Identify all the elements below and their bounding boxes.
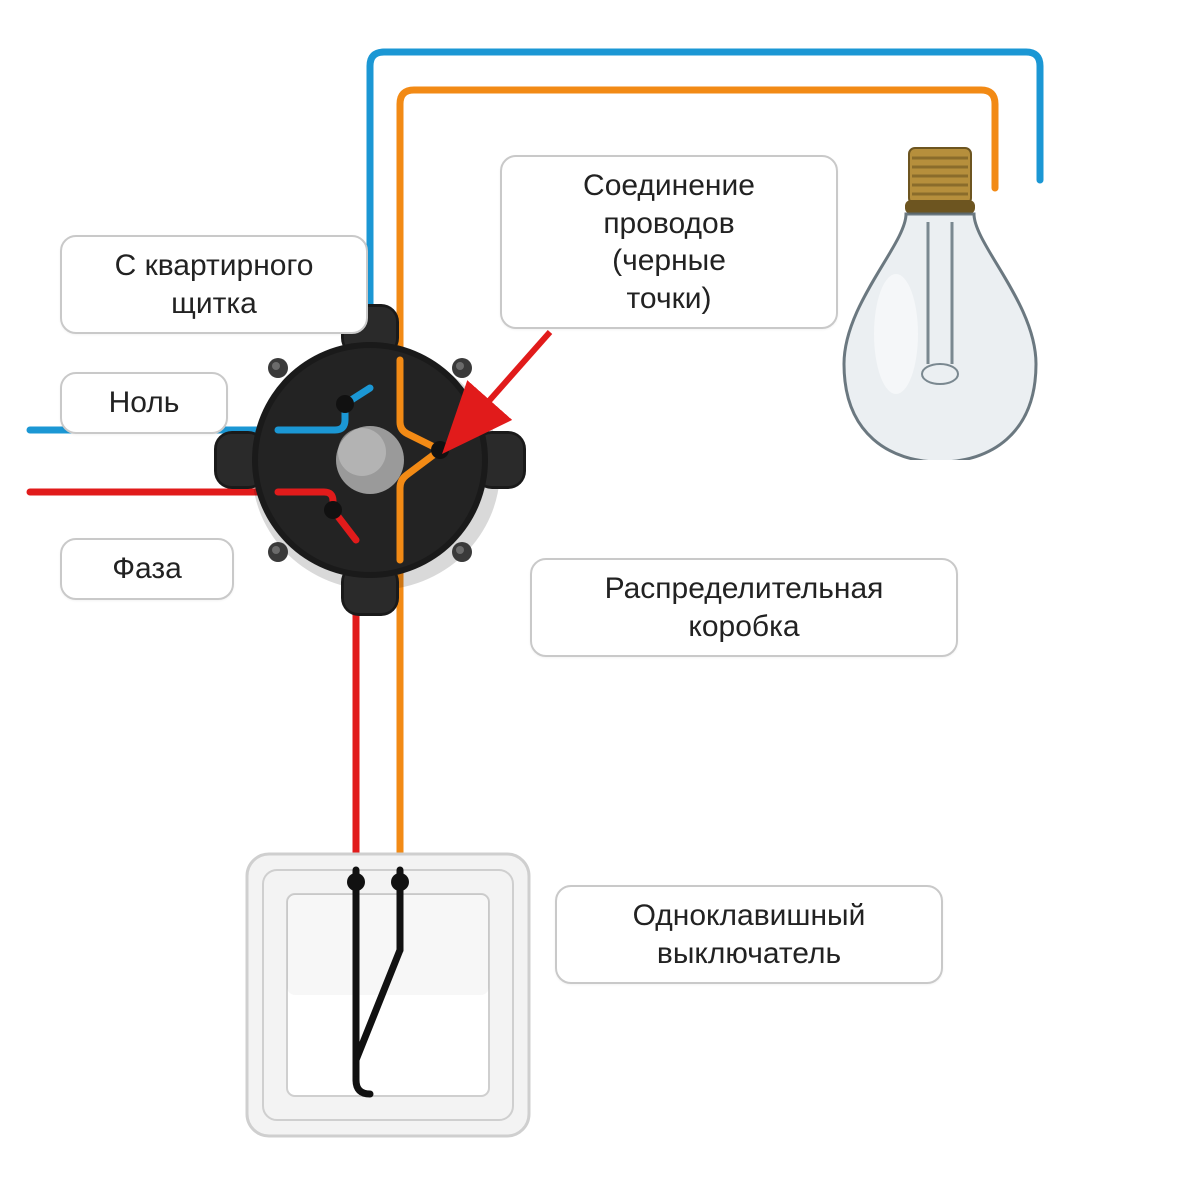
label-wire-join: Соединение проводов (черные точки)	[500, 155, 838, 329]
label-switch: Одноклавишный выключатель	[555, 885, 943, 984]
wall-switch	[243, 850, 533, 1145]
label-from-panel: С квартирного щитка	[60, 235, 368, 334]
label-phase: Фаза	[60, 538, 234, 600]
light-bulb	[830, 140, 1050, 465]
junction-box	[192, 282, 548, 643]
label-neutral: Ноль	[60, 372, 228, 434]
label-junction-box: Распределительная коробка	[530, 558, 958, 657]
